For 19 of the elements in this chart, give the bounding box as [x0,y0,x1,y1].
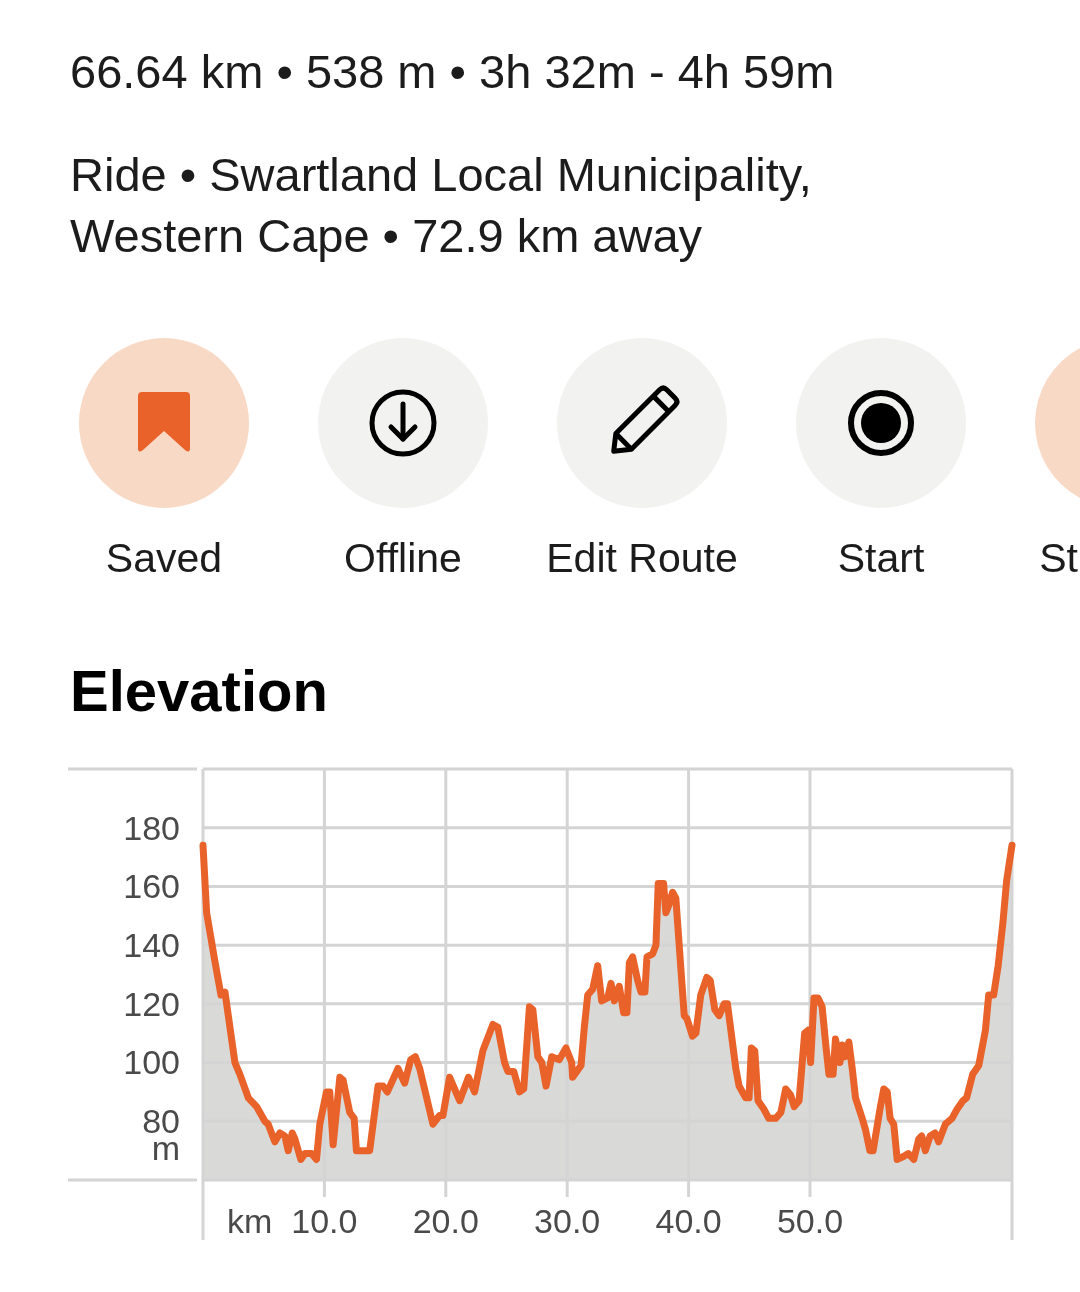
y-tick-label: 180 [123,808,180,847]
x-tick-label: 40.0 [655,1202,722,1240]
y-tick-label: 140 [123,926,180,965]
text: 66.64 km • 538 m • 3h 32m - 4h 59m [70,45,835,98]
x-tick-label: 10.0 [291,1202,358,1240]
text: Ride • Swartland Local Municipality, Western Cape • 72.9 km away [70,148,812,262]
y-tick-label: 160 [123,867,180,906]
x-axis-title: km [227,1202,273,1240]
y-tick-label: 120 [123,984,180,1023]
text: Start [837,535,925,581]
text: Edit Route [546,535,738,581]
x-tick-label: 50.0 [776,1202,844,1240]
x-tick-label: 30.0 [534,1202,601,1240]
y-tick-label: 100 [123,1043,180,1082]
text: Offline [344,535,462,581]
x-tick-label: 20.0 [412,1202,479,1240]
text: Saved [105,535,223,581]
text: St [1039,535,1079,581]
chart-title: Elevation [70,658,328,723]
